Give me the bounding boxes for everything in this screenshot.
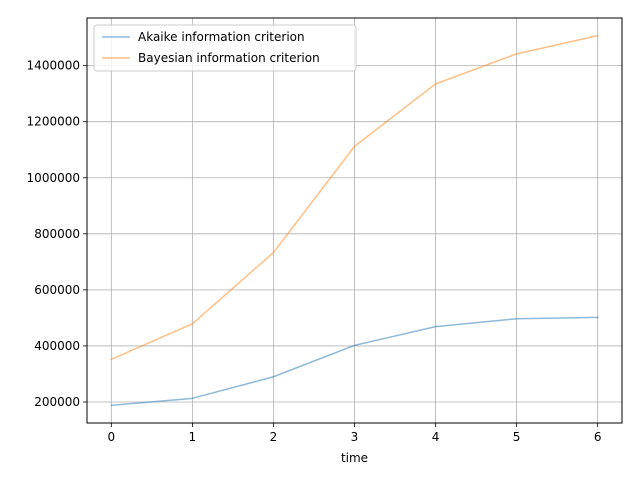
legend: Akaike information criterion Bayesian inf… [93, 24, 357, 72]
legend-label-0: Akaike information criterion [138, 30, 305, 44]
x-tick-label: 3 [351, 430, 359, 444]
x-tick-label: 4 [432, 430, 440, 444]
x-axis-ticks: 0 1 2 3 4 5 6 [107, 423, 602, 444]
y-tick-label: 200000 [34, 395, 80, 409]
x-tick-label: 0 [107, 430, 115, 444]
series-lines [110, 34, 599, 407]
series-line-1 [110, 34, 599, 361]
x-tick-label: 5 [513, 430, 521, 444]
series-line-0 [110, 316, 599, 407]
legend-box [93, 24, 357, 72]
x-tick-label: 2 [270, 430, 278, 444]
y-tick-label: 1200000 [27, 115, 80, 129]
y-tick-label: 1400000 [27, 59, 80, 73]
grid-lines [87, 18, 622, 423]
y-tick-label: 800000 [34, 227, 80, 241]
y-tick-label: 1000000 [27, 171, 80, 185]
x-tick-label: 6 [594, 430, 602, 444]
y-tick-label: 600000 [34, 283, 80, 297]
y-tick-label: 400000 [34, 339, 80, 353]
x-axis-label: time [341, 451, 368, 465]
legend-label-1: Bayesian information criterion [138, 51, 320, 65]
x-tick-label: 1 [189, 430, 197, 444]
y-axis-ticks: 200000 400000 600000 800000 1000000 1200000 14… [27, 59, 87, 409]
